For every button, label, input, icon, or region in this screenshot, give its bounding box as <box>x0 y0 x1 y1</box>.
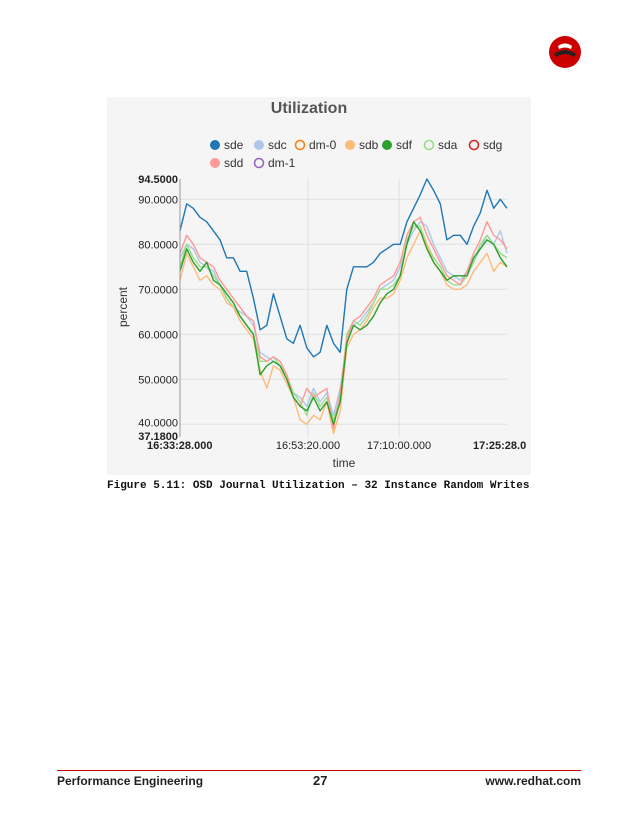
legend-swatch <box>254 140 264 150</box>
chart-legend: sde sdc dm-0 sdb sdf sda sdg sdd dm-1 <box>210 138 502 170</box>
legend-label: sdc <box>268 138 287 152</box>
legend-swatch <box>253 157 265 169</box>
legend-item-sde[interactable]: sde <box>210 138 244 152</box>
y-tick-label: 94.5000 <box>138 174 178 186</box>
legend-label: dm-0 <box>309 138 337 152</box>
series-line-sde <box>179 178 508 358</box>
legend-swatch <box>382 140 392 150</box>
page-number: 27 <box>313 773 328 788</box>
figure-caption: Figure 5.11: OSD Journal Utilization – 3… <box>107 480 530 492</box>
legend-swatch <box>345 140 355 150</box>
footer-rule <box>57 770 581 771</box>
legend-item-dm-0[interactable]: dm-0 <box>294 138 337 152</box>
chart-svg: Utilization sde sdc dm-0 sdb sdf sda sdg sdd dm-… <box>116 100 526 470</box>
y-axis-label: percent <box>116 286 130 327</box>
y-tick-label: 50.0000 <box>138 374 178 386</box>
legend-item-sdg[interactable]: sdg <box>468 138 503 152</box>
legend-label: sdg <box>483 138 502 152</box>
x-axis-label: time <box>333 456 356 470</box>
utilization-chart: Utilization sde sdc dm-0 sdb sdf sda sdg sdd dm-… <box>107 97 531 475</box>
redhat-logo <box>549 36 581 68</box>
x-tick-label: 17:10:00.000 <box>367 440 431 452</box>
legend-swatch <box>468 139 480 151</box>
legend-item-dm-1[interactable]: dm-1 <box>253 156 296 170</box>
series-line-sdd <box>179 216 508 430</box>
y-tick-label: 70.0000 <box>138 284 178 296</box>
y-tick-label: 40.0000 <box>138 417 178 429</box>
legend-swatch <box>210 158 220 168</box>
y-tick-label: 37.1800 <box>138 431 178 443</box>
x-tick-label: 17:25:28.0 <box>473 440 526 452</box>
y-axis-ticks: 37.1800 40.0000 50.0000 60.0000 70.0000 80.00… <box>138 174 178 443</box>
legend-label: sdd <box>224 156 243 170</box>
x-tick-label: 16:33:28.000 <box>147 440 212 452</box>
y-tick-label: 60.0000 <box>138 329 178 341</box>
legend-item-sda[interactable]: sda <box>423 138 458 152</box>
series-line-sdb <box>179 230 508 434</box>
legend-item-sdd[interactable]: sdd <box>210 156 243 170</box>
legend-swatch <box>423 139 435 151</box>
x-axis-ticks: 16:33:28.000 16:53:20.000 17:10:00.000 17:2… <box>147 440 526 452</box>
legend-item-sdf[interactable]: sdf <box>382 138 413 152</box>
legend-label: sde <box>224 138 244 152</box>
legend-label: sdf <box>396 138 413 152</box>
chart-gridlines <box>180 179 507 437</box>
legend-label: dm-1 <box>268 156 296 170</box>
y-tick-label: 80.0000 <box>138 239 178 251</box>
legend-swatch <box>210 140 220 150</box>
legend-item-sdb[interactable]: sdb <box>345 138 379 152</box>
y-tick-label: 90.0000 <box>138 194 178 206</box>
series-line-sdf <box>179 221 508 425</box>
legend-item-sdc[interactable]: sdc <box>254 138 287 152</box>
chart-title: Utilization <box>271 100 347 117</box>
legend-label: sda <box>438 138 458 152</box>
x-tick-label: 16:53:20.000 <box>276 440 340 452</box>
footer-left-text: Performance Engineering <box>57 774 204 788</box>
legend-label: sdb <box>359 138 379 152</box>
chart-series <box>179 178 508 434</box>
footer-website: www.redhat.com <box>485 774 581 788</box>
legend-swatch <box>294 139 306 151</box>
